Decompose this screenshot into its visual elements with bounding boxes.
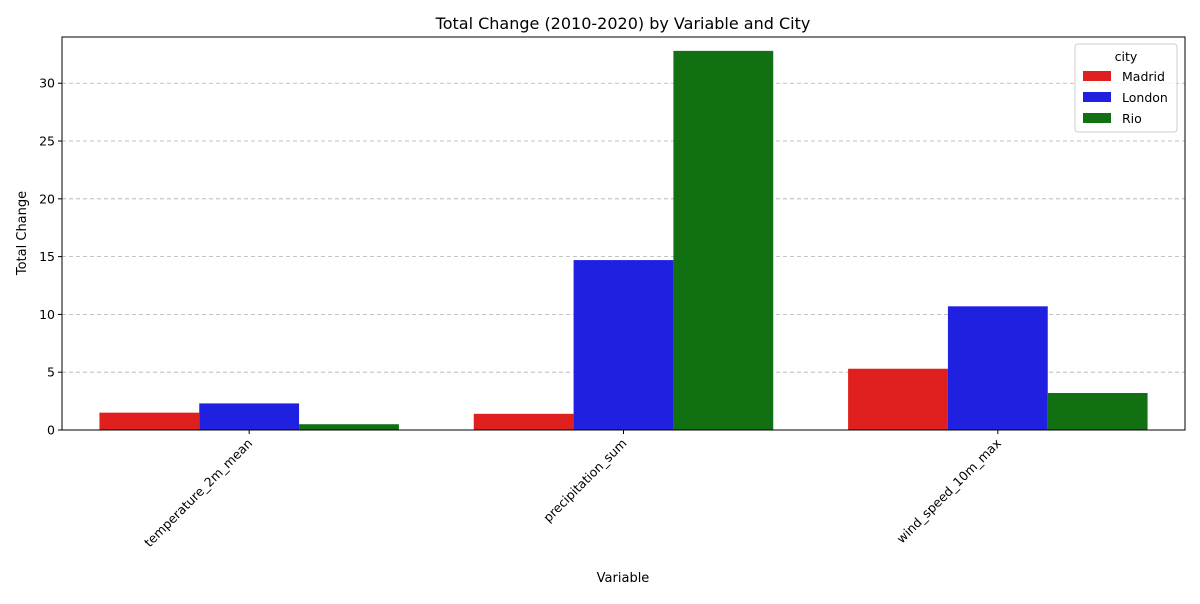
y-axis-label: Total Change	[15, 191, 30, 276]
y-axis-ticks: 0 5 10 15 20 25 30	[39, 76, 62, 438]
chart-title: Total Change (2010-2020) by Variable and…	[435, 14, 811, 33]
legend-label-rio: Rio	[1122, 111, 1142, 126]
legend-box	[1074, 43, 1178, 133]
legend-title: city	[1115, 49, 1138, 64]
y-tick-label: 30	[39, 76, 55, 91]
legend-swatch-madrid	[1083, 71, 1111, 81]
bar-madrid-temperature_2m_mean	[99, 412, 200, 430]
bar-rio-precipitation_sum	[673, 50, 774, 431]
legend-swatch-london	[1083, 92, 1111, 102]
bar-london-temperature_2m_mean	[199, 403, 300, 430]
bar-madrid-wind_speed_10m_max	[848, 368, 948, 430]
bar-london-wind_speed_10m_max	[947, 306, 1048, 430]
y-tick-label: 20	[39, 191, 55, 206]
x-axis-label: Variable	[597, 571, 650, 586]
y-tick-label: 5	[47, 365, 55, 380]
y-tick-label: 15	[39, 249, 55, 264]
bar-rio-wind_speed_10m_max	[1047, 393, 1148, 430]
y-tick-label: 25	[39, 134, 55, 149]
bars	[99, 50, 1148, 431]
legend-label-madrid: Madrid	[1122, 69, 1165, 84]
x-tick-label: temperature_2m_mean	[141, 436, 255, 550]
legend-swatch-rio	[1083, 113, 1111, 123]
legend-label-london: London	[1122, 90, 1168, 105]
x-tick-label: precipitation_sum	[540, 436, 630, 526]
bar-madrid-precipitation_sum	[473, 413, 574, 430]
bar-london-precipitation_sum	[573, 260, 674, 430]
x-tick-label: wind_speed_10m_max	[893, 436, 1004, 547]
legend-items: Madrid London Rio	[1083, 69, 1168, 126]
legend: city Madrid London Rio	[1074, 43, 1178, 133]
x-axis-ticks: temperature_2m_mean precipitation_sum wind…	[141, 430, 1004, 550]
bar-rio-temperature_2m_mean	[299, 424, 399, 430]
y-tick-label: 10	[39, 307, 55, 322]
y-tick-label: 0	[47, 423, 55, 438]
